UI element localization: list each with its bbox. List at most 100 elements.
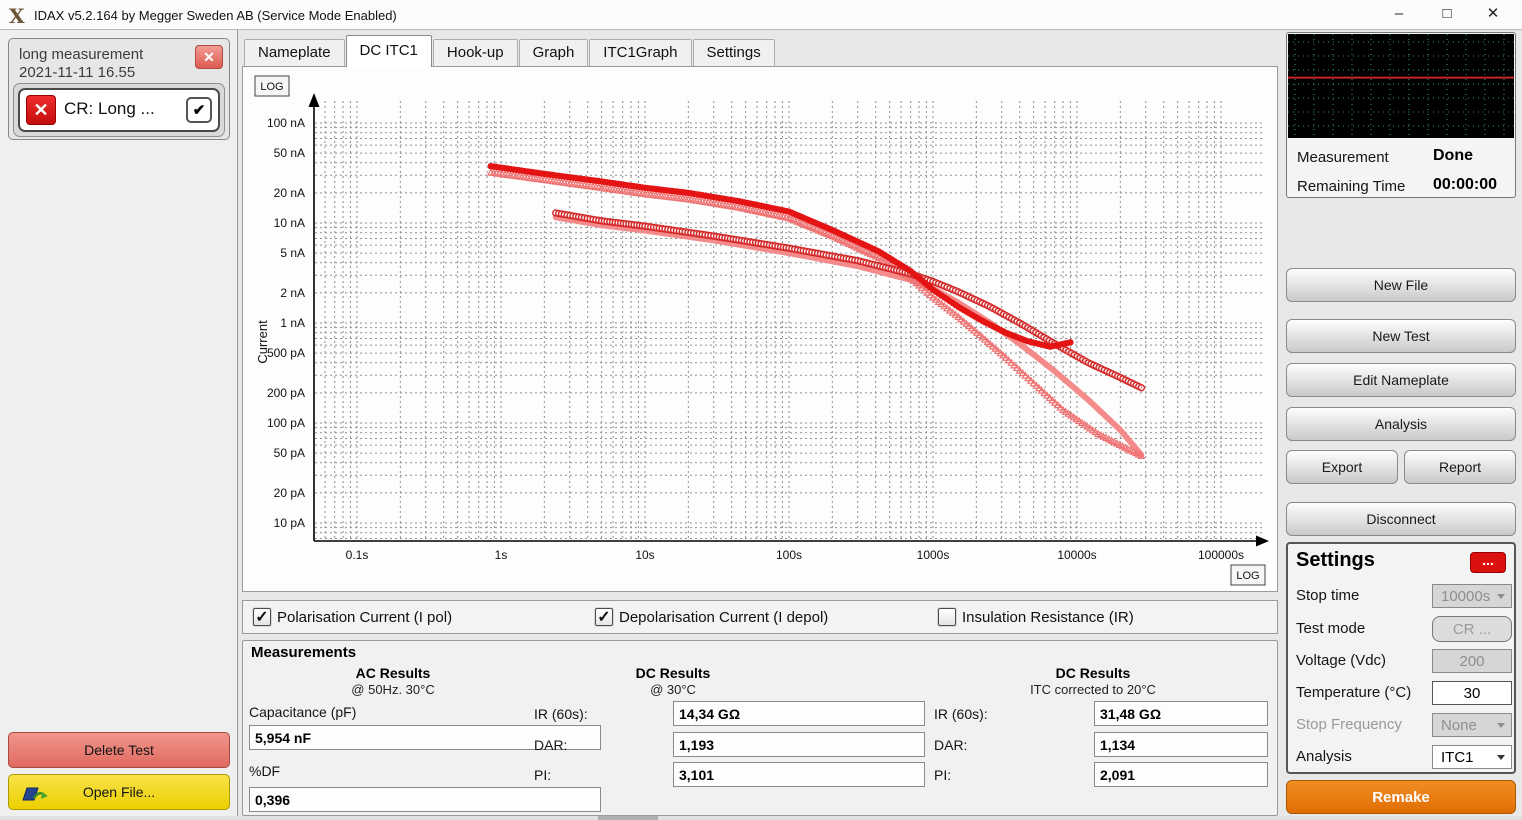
delete-test-icon[interactable]: ✕ (26, 95, 56, 125)
svg-text:500 pA: 500 pA (267, 346, 305, 360)
svg-text:100s: 100s (776, 548, 802, 562)
svg-text:10000s: 10000s (1057, 548, 1096, 562)
window-title: IDAX v5.2.164 by Megger Sweden AB (Servi… (34, 8, 397, 23)
tab-settings[interactable]: Settings (692, 39, 775, 66)
measurement-card: long measurement 2021-11-11 16.55 ✕ ✕ CR… (8, 38, 230, 140)
dar-value: 1,193 (673, 732, 925, 757)
series-i-pol-measured (487, 162, 1074, 350)
measurement-status-label: Measurement (1297, 149, 1389, 166)
checkbox-ir-box[interactable] (938, 608, 956, 626)
maximize-button[interactable]: □ (1442, 5, 1452, 22)
bottom-divider (0, 816, 1522, 820)
chevron-down-icon (1497, 593, 1505, 599)
stop-time-label: Stop time (1296, 587, 1360, 604)
tab-hook-up[interactable]: Hook-up (432, 39, 518, 66)
stop-frequency-select: None (1432, 713, 1512, 737)
curve-toggle-row: ✓ Polarisation Current (I pol) ✓ Depolar… (242, 600, 1278, 634)
settings-menu-button[interactable]: ... (1470, 552, 1506, 573)
svg-text:100000s: 100000s (1198, 548, 1244, 562)
ir60-value: 14,34 GΩ (673, 701, 925, 726)
checkbox-idepol[interactable]: ✓ Depolarisation Current (I depol) (595, 608, 828, 626)
temperature-input[interactable] (1432, 681, 1512, 705)
analysis-value: ITC1 (1441, 748, 1474, 766)
chevron-down-icon (1497, 722, 1505, 728)
checkbox-idepol-label: Depolarisation Current (I depol) (619, 608, 829, 626)
delete-test-button[interactable]: Delete Test (8, 732, 230, 768)
disconnect-button[interactable]: Disconnect (1286, 502, 1516, 536)
dc-itc-results-subheader: ITC corrected to 20°C (1030, 682, 1156, 697)
svg-text:10 pA: 10 pA (274, 516, 305, 530)
measurements-title: Measurements (251, 644, 357, 661)
close-button[interactable]: ✕ (1486, 5, 1500, 22)
settings-panel: Settings ... Stop time 10000s Test mode … (1286, 542, 1516, 774)
checkbox-ipol[interactable]: ✓ Polarisation Current (I pol) (253, 608, 452, 626)
series-i-pol-itc-fit (486, 168, 1146, 459)
analysis-button[interactable]: Analysis (1286, 407, 1516, 441)
test-mode-value: CR ... (1452, 620, 1492, 638)
dar-itc-value: 1,134 (1094, 732, 1268, 757)
minimize-button[interactable]: – (1394, 5, 1404, 22)
ir60-itc-value: 31,48 GΩ (1094, 701, 1268, 726)
test-list-sidebar: long measurement 2021-11-11 16.55 ✕ ✕ CR… (0, 30, 238, 820)
x-log-badge[interactable]: LOG (1230, 564, 1266, 586)
close-measurement-button[interactable]: ✕ (195, 45, 223, 69)
y-log-badge[interactable]: LOG (254, 75, 290, 97)
voltage-input (1432, 649, 1512, 673)
title-bar: X IDAX v5.2.164 by Megger Sweden AB (Ser… (0, 0, 1522, 30)
ac-results-header: AC Results (355, 665, 431, 681)
report-button[interactable]: Report (1404, 450, 1516, 484)
current-vs-time-chart[interactable]: 100 nA 50 nA 20 nA 10 nA 5 nA 2 nA 1 nA 500 pA 2… (242, 66, 1278, 592)
test-item-panel: ✕ CR: Long ... ✔ (13, 83, 225, 137)
chart-tick-labels: 100 nA 50 nA 20 nA 10 nA 5 nA 2 nA 1 nA 500 pA 2… (267, 116, 1244, 562)
pi-itc-value: 2,091 (1094, 762, 1268, 787)
stop-frequency-label: Stop Frequency (1296, 716, 1402, 733)
tab-itc1graph[interactable]: ITC1Graph (589, 39, 692, 66)
checkbox-ir[interactable]: Insulation Resistance (IR) (938, 608, 1134, 626)
capacitance-label: Capacitance (pF) (249, 704, 357, 720)
svg-text:50 pA: 50 pA (274, 446, 305, 460)
pi-itc-label: PI: (934, 767, 952, 783)
export-button[interactable]: Export (1286, 450, 1398, 484)
open-file-button[interactable]: Open File... (8, 774, 230, 810)
delete-test-label: Delete Test (84, 742, 154, 758)
svg-text:0.1s: 0.1s (346, 548, 369, 562)
open-file-icon (22, 787, 48, 801)
test-mode-button: CR ... (1432, 616, 1512, 642)
temperature-label: Temperature (°C) (1296, 684, 1412, 701)
df-value: 0,396 (249, 787, 601, 812)
checkbox-ipol-box[interactable]: ✓ (253, 608, 271, 626)
ir60-label: IR (60s): (534, 706, 588, 722)
ac-results-subheader: @ 50Hz. 30°C (351, 682, 435, 697)
checkbox-ir-label: Insulation Resistance (IR) (962, 608, 1134, 626)
tab-dc-itc1[interactable]: DC ITC1 (345, 35, 432, 67)
capacitance-value: 5,954 nF (249, 725, 601, 750)
remaining-time-label: Remaining Time (1297, 178, 1406, 195)
y-axis-label: Current (255, 320, 270, 364)
stop-time-value: 10000s (1441, 587, 1491, 605)
test-item-cr[interactable]: ✕ CR: Long ... ✔ (18, 88, 220, 132)
remake-button[interactable]: Remake (1286, 780, 1516, 814)
chevron-down-icon (1497, 754, 1505, 760)
splitter-handle[interactable] (598, 816, 658, 820)
live-signal-scope (1288, 34, 1514, 138)
tab-nameplate[interactable]: Nameplate (244, 39, 345, 66)
dar-itc-label: DAR: (934, 737, 968, 753)
pi-value: 3,101 (673, 762, 925, 787)
svg-text:200 pA: 200 pA (267, 386, 305, 400)
new-file-button[interactable]: New File (1286, 268, 1516, 302)
analysis-select[interactable]: ITC1 (1432, 745, 1512, 769)
dc-results-subheader: @ 30°C (650, 682, 696, 697)
stop-time-select: 10000s (1432, 584, 1512, 608)
tab-graph[interactable]: Graph (518, 39, 589, 66)
measurement-status-value: Done (1433, 147, 1473, 164)
svg-text:1 nA: 1 nA (280, 316, 305, 330)
edit-nameplate-button[interactable]: Edit Nameplate (1286, 363, 1516, 397)
checkbox-ipol-label: Polarisation Current (I pol) (277, 608, 453, 626)
measurement-date: 2021-11-11 16.55 (19, 64, 136, 81)
ir60-itc-label: IR (60s): (934, 706, 988, 722)
test-selected-checkbox[interactable]: ✔ (186, 97, 212, 123)
svg-text:2 nA: 2 nA (280, 286, 305, 300)
svg-text:20 nA: 20 nA (274, 186, 305, 200)
new-test-button[interactable]: New Test (1286, 319, 1516, 353)
checkbox-idepol-box[interactable]: ✓ (595, 608, 613, 626)
